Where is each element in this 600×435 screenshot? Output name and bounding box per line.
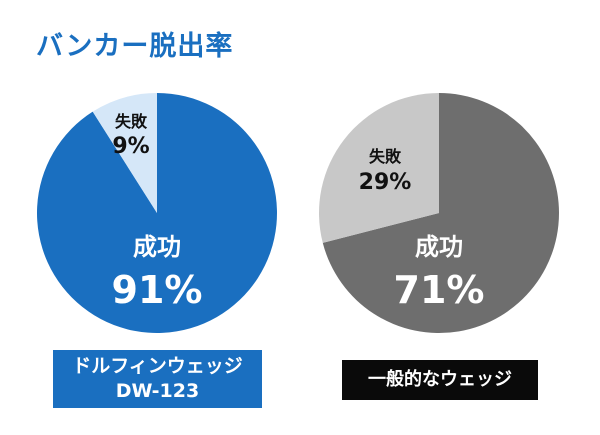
success-label: 成功 [133,233,181,261]
pie-slice-failure [319,93,439,243]
failure-value: 29% [359,170,412,195]
success-value: 71% [394,268,485,312]
page-title: バンカー脱出率 [36,31,234,62]
pie-slice-success [36,93,277,333]
success-label: 成功 [415,233,463,261]
pie-chart-general-wedge: 成功 71% 失敗 29% [319,93,560,333]
failure-value: 9% [112,134,149,159]
pie-chart-dolphin-wedge: 成功 91% 失敗 9% [36,93,277,333]
pie-slice-success [322,93,560,333]
caption-general-wedge: 一般的なウェッジ [342,360,538,400]
failure-label: 失敗 [369,147,402,166]
caption-line: DW-123 [115,380,200,402]
pie-slice-failure [92,93,157,213]
caption-line: 一般的なウェッジ [368,369,512,390]
caption-dolphin-wedge: ドルフィンウェッジ DW-123 [53,350,262,408]
caption-line: ドルフィンウェッジ [72,355,243,377]
failure-label: 失敗 [115,112,148,131]
success-value: 91% [112,268,203,312]
